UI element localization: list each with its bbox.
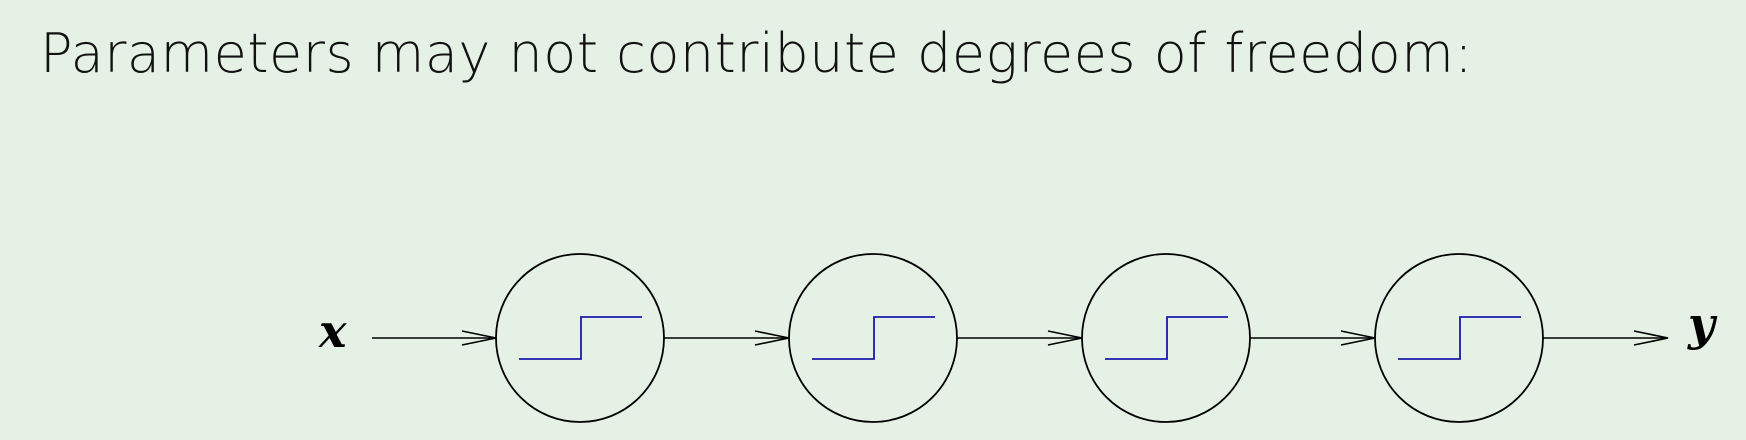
connection-arrow bbox=[1250, 330, 1376, 346]
neuron-node bbox=[1374, 253, 1544, 423]
step-function-icon bbox=[1398, 316, 1521, 360]
input-label-x: x bbox=[318, 304, 347, 358]
output-arrow bbox=[1543, 330, 1669, 346]
connection-arrow bbox=[957, 330, 1083, 346]
connection-arrow bbox=[664, 330, 790, 346]
neuron-node bbox=[788, 253, 958, 423]
chain-layer bbox=[372, 253, 1669, 423]
output-label-y: y bbox=[1687, 297, 1718, 351]
neuron-node bbox=[1081, 253, 1251, 423]
step-function-icon bbox=[519, 316, 642, 360]
input-arrow bbox=[372, 330, 497, 346]
neuron-node bbox=[495, 253, 665, 423]
step-function-icon bbox=[812, 316, 935, 360]
step-function-icon bbox=[1105, 316, 1228, 360]
slide-title: Parameters may not contribute degrees of… bbox=[40, 22, 1474, 85]
